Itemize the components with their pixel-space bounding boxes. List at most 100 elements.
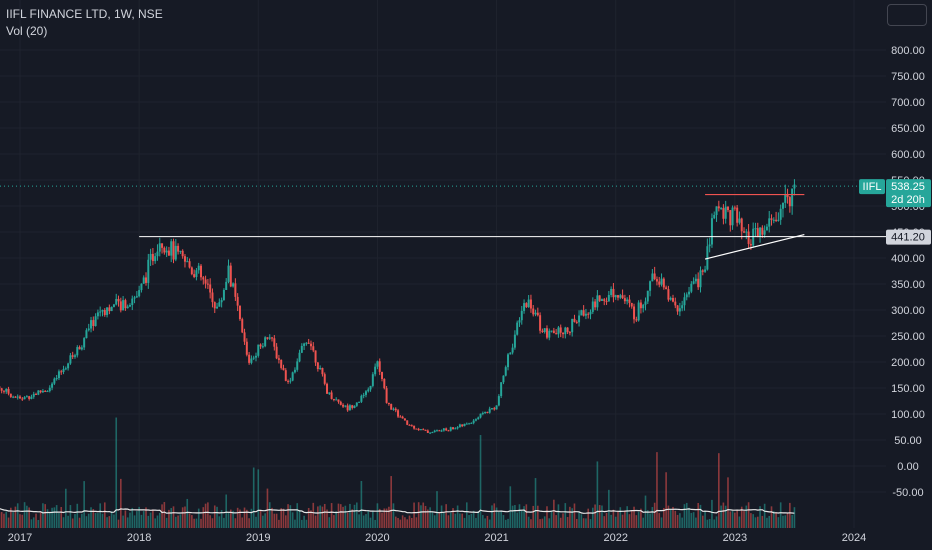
volume-bar [640,508,642,528]
candle-body [390,404,393,410]
volume-bar [232,510,234,528]
volume-bar [99,503,101,528]
candle-body [513,334,516,348]
volume-bar [422,502,425,528]
candle-body [383,378,386,389]
candle-body [181,250,184,257]
volume-bar [76,503,79,528]
overlays [0,185,886,260]
candle-body [555,333,558,335]
volume-bar [752,514,754,528]
candle-body [23,397,26,400]
candle-body [90,320,93,329]
volume-bar [312,502,315,528]
candle-body [424,429,427,431]
candle-body [651,273,654,282]
candle-body [722,208,725,219]
candle-body [713,215,716,219]
candle-body [209,284,212,293]
candle-body [490,408,493,410]
candle-body [710,218,713,245]
candle-body [454,428,457,430]
candle-body [133,297,136,299]
candle-body [259,344,262,347]
candle-body [674,301,677,306]
volume-bar [291,512,294,528]
volume-bar [683,504,686,528]
time-axis[interactable]: 2017 2018 2019 2020 2021 2022 2023 2024 [8,532,866,544]
candle-body [545,328,548,338]
volume-bar [704,510,706,528]
volume-bar [747,502,750,528]
candle-body [649,281,652,291]
candle-body [140,283,143,291]
candle-body [452,427,455,430]
candle-body [351,405,354,408]
time-tick-label: 2019 [246,532,270,544]
volume-bar [227,512,230,528]
volume-bar [601,505,603,528]
candle-body [376,361,379,367]
volume-bar [133,515,136,528]
volume-bar [165,517,168,528]
volume-bar [690,512,693,528]
volume-bar [449,512,452,528]
chart-settings-button[interactable] [887,4,927,26]
symbol-title[interactable]: IIFL FINANCE LTD, 1W, NSE [6,7,163,21]
candle-body [715,206,718,216]
volume-bar [188,513,191,528]
candle-body [736,207,739,223]
candle-body [202,277,205,280]
candle-body [761,227,764,235]
price-tick-label: 150.00 [891,383,925,395]
candles [0,179,796,435]
candle-body [628,299,631,303]
candle-body [520,310,523,321]
volume-bar [660,517,663,528]
candle-body [484,411,487,413]
candle-body [763,230,766,235]
volume-bar [282,508,285,528]
candle-body [481,412,484,414]
volume-bar [734,512,736,528]
price-axis[interactable]: 800.00750.00700.00650.00600.00550.00500.… [891,45,925,499]
volume-indicator-label[interactable]: Vol (20) [6,24,48,38]
volume-bar [516,512,518,528]
candle-body [701,270,704,272]
price-tick-label: 200.00 [891,357,925,369]
candle-body [685,294,688,298]
candle-body [172,241,175,260]
candle-body [243,332,246,342]
candle-body [19,396,21,399]
candle-body [266,337,269,339]
candle-body [486,411,489,413]
candle-body [37,390,40,395]
volume-bar [782,515,784,528]
volume-bar [335,511,337,528]
volume-bar [90,507,92,528]
volume-bar [614,516,617,528]
price-tick-label: 600.00 [891,149,925,161]
candle-body [644,301,647,305]
volume-bar [193,518,195,528]
volume-bar [78,517,81,528]
candle-body [142,277,145,284]
candle-body [557,327,560,335]
candle-body [589,311,592,315]
volume-bar [303,515,305,528]
volume-bar [663,507,665,528]
volume-bar [186,498,189,528]
candle-body [106,307,109,315]
candle-body [449,427,452,431]
volume-bar [482,515,484,528]
current-price-value: 538.25 [891,181,925,193]
volume-bar [314,515,317,528]
candle-body [543,328,546,332]
candle-body [314,350,317,363]
volume-bar [81,513,83,528]
candle-body [717,206,720,209]
candle-body [323,374,326,384]
candle-body [195,270,198,277]
candle-body [151,253,154,262]
